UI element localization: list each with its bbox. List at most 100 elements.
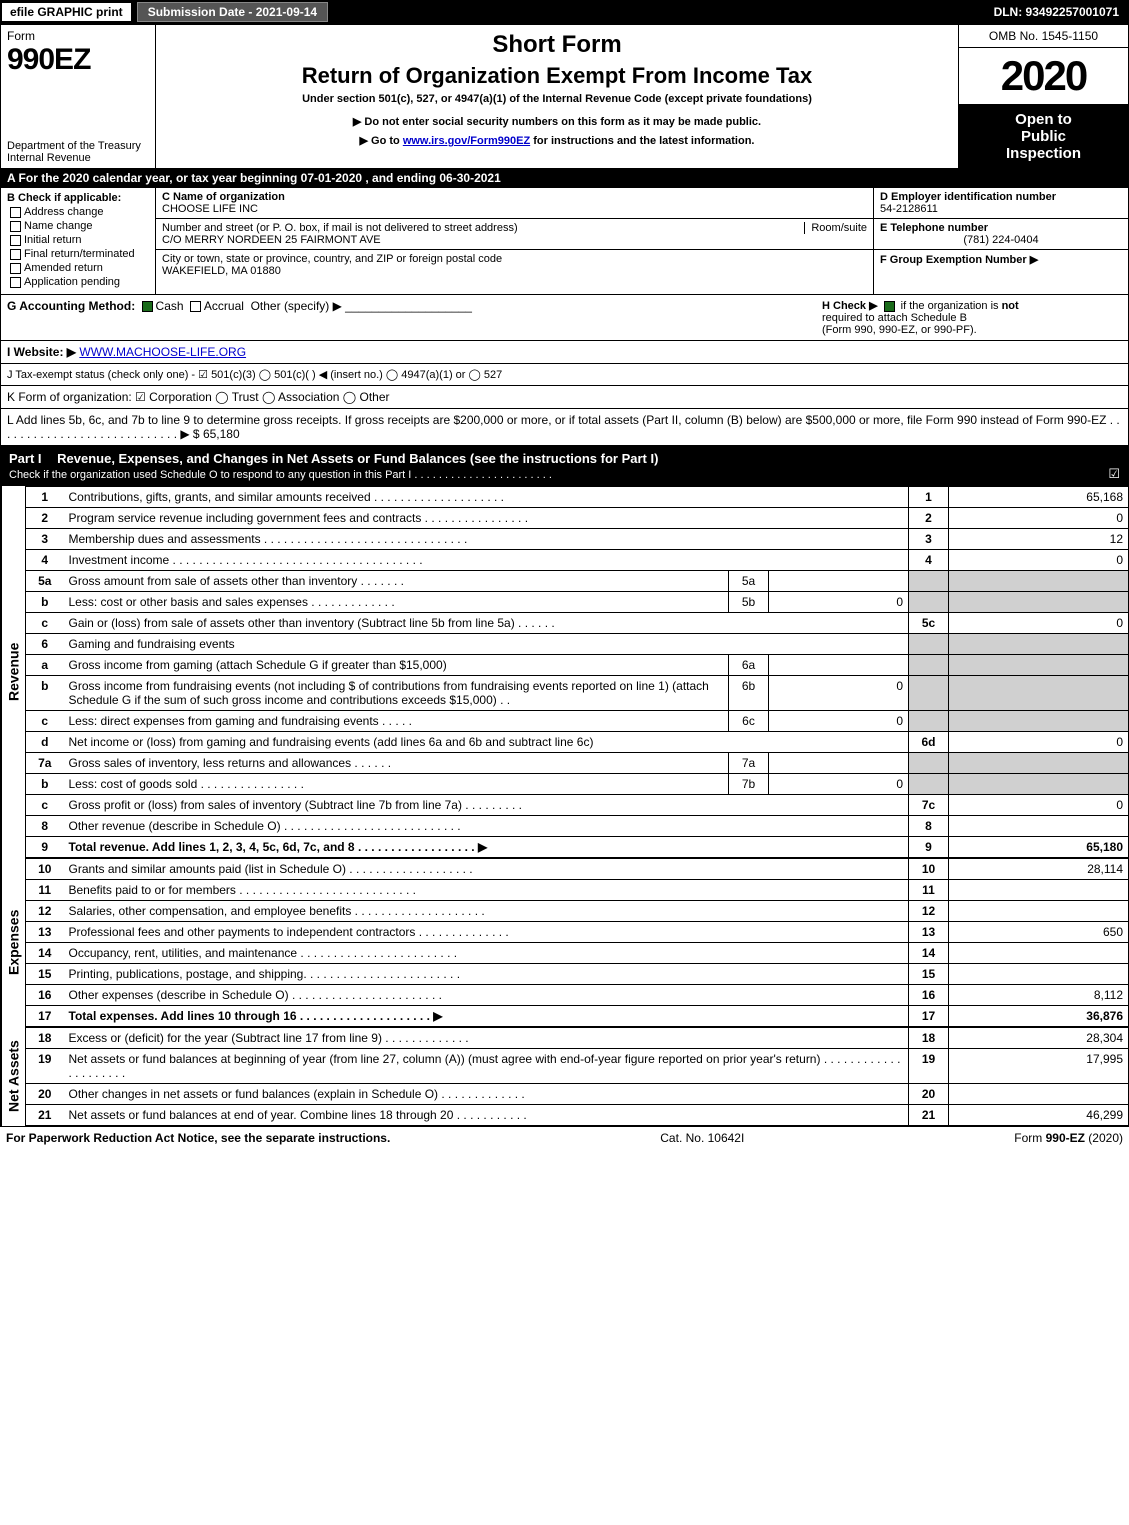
line-15: 15Printing, publications, postage, and s… xyxy=(26,964,1129,985)
line-6c: cLess: direct expenses from gaming and f… xyxy=(26,711,1129,732)
cb-name-change[interactable]: Name change xyxy=(7,220,149,232)
netassets-vlabel: Net Assets xyxy=(1,1027,25,1126)
line-17: 17Total expenses. Add lines 10 through 1… xyxy=(26,1006,1129,1027)
tax-year: 2020 xyxy=(959,48,1128,105)
line-4: 4Investment income . . . . . . . . . . .… xyxy=(26,550,1129,571)
header-right: OMB No. 1545-1150 2020 Open to Public In… xyxy=(958,25,1128,168)
line-6a: aGross income from gaming (attach Schedu… xyxy=(26,655,1129,676)
c-label: C Name of organization xyxy=(162,191,285,203)
e-phone-row: E Telephone number (781) 224-0404 xyxy=(874,219,1128,250)
l-value: 65,180 xyxy=(203,427,240,441)
cb-accrual[interactable] xyxy=(190,301,201,312)
h-text2: required to attach Schedule B xyxy=(822,312,967,324)
revenue-section: Revenue 1Contributions, gifts, grants, a… xyxy=(0,486,1129,858)
other-label: Other (specify) ▶ xyxy=(251,299,342,313)
ein-value: 54-2128611 xyxy=(880,203,1122,215)
row-a-tax-year: A For the 2020 calendar year, or tax yea… xyxy=(0,169,1129,188)
cb-final-return[interactable]: Final return/terminated xyxy=(7,248,149,260)
goto-post: for instructions and the latest informat… xyxy=(530,135,754,147)
row-k-form-org: K Form of organization: ☑ Corporation ◯ … xyxy=(0,386,1129,409)
public: Public xyxy=(963,128,1124,145)
ssn-warning: ▶ Do not enter social security numbers o… xyxy=(353,115,761,128)
line-7b: bLess: cost of goods sold . . . . . . . … xyxy=(26,774,1129,795)
d-label: D Employer identification number xyxy=(880,191,1122,203)
line-19: 19Net assets or fund balances at beginni… xyxy=(26,1049,1129,1084)
g-accounting: G Accounting Method: Cash Accrual Other … xyxy=(7,299,472,313)
part1-sub-check[interactable]: ☑ xyxy=(1108,466,1120,482)
c-city-row: City or town, state or province, country… xyxy=(156,250,873,280)
line-7c: cGross profit or (loss) from sales of in… xyxy=(26,795,1129,816)
form-header: Form 990EZ Department of the Treasury In… xyxy=(0,24,1129,169)
expenses-section: Expenses 10Grants and similar amounts pa… xyxy=(0,858,1129,1027)
part1-title: Revenue, Expenses, and Changes in Net As… xyxy=(57,451,658,466)
goto-link[interactable]: www.irs.gov/Form990EZ xyxy=(403,135,530,147)
col-b-check-applicable: B Check if applicable: Address change Na… xyxy=(1,188,156,294)
city-label: City or town, state or province, country… xyxy=(162,253,502,265)
cb-address-change[interactable]: Address change xyxy=(7,206,149,218)
row-gh: G Accounting Method: Cash Accrual Other … xyxy=(0,295,1129,341)
line-5c: cGain or (loss) from sale of assets othe… xyxy=(26,613,1129,634)
line-3: 3Membership dues and assessments . . . .… xyxy=(26,529,1129,550)
cb-initial-return[interactable]: Initial return xyxy=(7,234,149,246)
dept-irs: Internal Revenue xyxy=(7,152,149,164)
line-14: 14Occupancy, rent, utilities, and mainte… xyxy=(26,943,1129,964)
footer-right: Form 990-EZ (2020) xyxy=(1014,1131,1123,1145)
revenue-table: 1Contributions, gifts, grants, and simil… xyxy=(25,486,1129,858)
form-word: Form xyxy=(7,29,149,43)
line-7a: 7aGross sales of inventory, less returns… xyxy=(26,753,1129,774)
col-def: D Employer identification number 54-2128… xyxy=(873,188,1128,294)
g-label: G Accounting Method: xyxy=(7,299,135,313)
submission-date: Submission Date - 2021-09-14 xyxy=(137,2,328,22)
open-public-badge: Open to Public Inspection xyxy=(959,105,1128,168)
cb-amended-return[interactable]: Amended return xyxy=(7,262,149,274)
h-label: H Check ▶ xyxy=(822,300,878,312)
line-21: 21Net assets or fund balances at end of … xyxy=(26,1105,1129,1126)
room-suite-label: Room/suite xyxy=(804,222,867,234)
line-6b: bGross income from fundraising events (n… xyxy=(26,676,1129,711)
line-2: 2Program service revenue including gover… xyxy=(26,508,1129,529)
efile-print-button[interactable]: efile GRAPHIC print xyxy=(0,1,133,23)
cb-application-pending[interactable]: Application pending xyxy=(7,276,149,288)
c-name-row: C Name of organization CHOOSE LIFE INC xyxy=(156,188,873,219)
omb-number: OMB No. 1545-1150 xyxy=(959,25,1128,48)
part1-label: Part I xyxy=(9,451,54,466)
line-6: 6Gaming and fundraising events xyxy=(26,634,1129,655)
section-bcdef: B Check if applicable: Address change Na… xyxy=(0,188,1129,295)
line-10: 10Grants and similar amounts paid (list … xyxy=(26,859,1129,880)
cb-h[interactable] xyxy=(884,301,895,312)
col-c-org-info: C Name of organization CHOOSE LIFE INC N… xyxy=(156,188,873,294)
line-1: 1Contributions, gifts, grants, and simil… xyxy=(26,487,1129,508)
line-9: 9Total revenue. Add lines 1, 2, 3, 4, 5c… xyxy=(26,837,1129,858)
row-i-website: I Website: ▶ WWW.MACHOOSE-LIFE.ORG xyxy=(0,341,1129,364)
expenses-table: 10Grants and similar amounts paid (list … xyxy=(25,858,1129,1027)
addr-label: Number and street (or P. O. box, if mail… xyxy=(162,222,518,234)
open-to: Open to xyxy=(963,111,1124,128)
short-form-title: Short Form xyxy=(492,31,621,59)
row-l-gross-receipts: L Add lines 5b, 6c, and 7b to line 9 to … xyxy=(0,409,1129,446)
part1-header: Part I Revenue, Expenses, and Changes in… xyxy=(0,446,1129,486)
return-title: Return of Organization Exempt From Incom… xyxy=(302,63,813,89)
e-label: E Telephone number xyxy=(880,222,1122,234)
line-20: 20Other changes in net assets or fund ba… xyxy=(26,1084,1129,1105)
dept-treasury: Department of the Treasury xyxy=(7,140,149,152)
line-18: 18Excess or (deficit) for the year (Subt… xyxy=(26,1028,1129,1049)
cb-cash[interactable] xyxy=(142,301,153,312)
netassets-table: 18Excess or (deficit) for the year (Subt… xyxy=(25,1027,1129,1126)
f-label: F Group Exemption Number ▶ xyxy=(880,253,1122,266)
org-city: WAKEFIELD, MA 01880 xyxy=(162,265,281,277)
page-footer: For Paperwork Reduction Act Notice, see … xyxy=(0,1126,1129,1149)
expenses-vlabel: Expenses xyxy=(1,858,25,1027)
header-left: Form 990EZ Department of the Treasury In… xyxy=(1,25,156,168)
col-b-title: B Check if applicable: xyxy=(7,192,149,204)
c-address-row: Number and street (or P. O. box, if mail… xyxy=(156,219,873,250)
org-name: CHOOSE LIFE INC xyxy=(162,203,258,215)
footer-left: For Paperwork Reduction Act Notice, see … xyxy=(6,1131,390,1145)
line-11: 11Benefits paid to or for members . . . … xyxy=(26,880,1129,901)
website-link[interactable]: WWW.MACHOOSE-LIFE.ORG xyxy=(79,345,246,359)
row-j-tax-exempt: J Tax-exempt status (check only one) - ☑… xyxy=(0,364,1129,386)
line-16: 16Other expenses (describe in Schedule O… xyxy=(26,985,1129,1006)
h-not: not xyxy=(1002,300,1019,312)
l-text: L Add lines 5b, 6c, and 7b to line 9 to … xyxy=(7,413,1120,441)
accrual-label: Accrual xyxy=(204,299,244,313)
phone-value: (781) 224-0404 xyxy=(880,234,1122,246)
